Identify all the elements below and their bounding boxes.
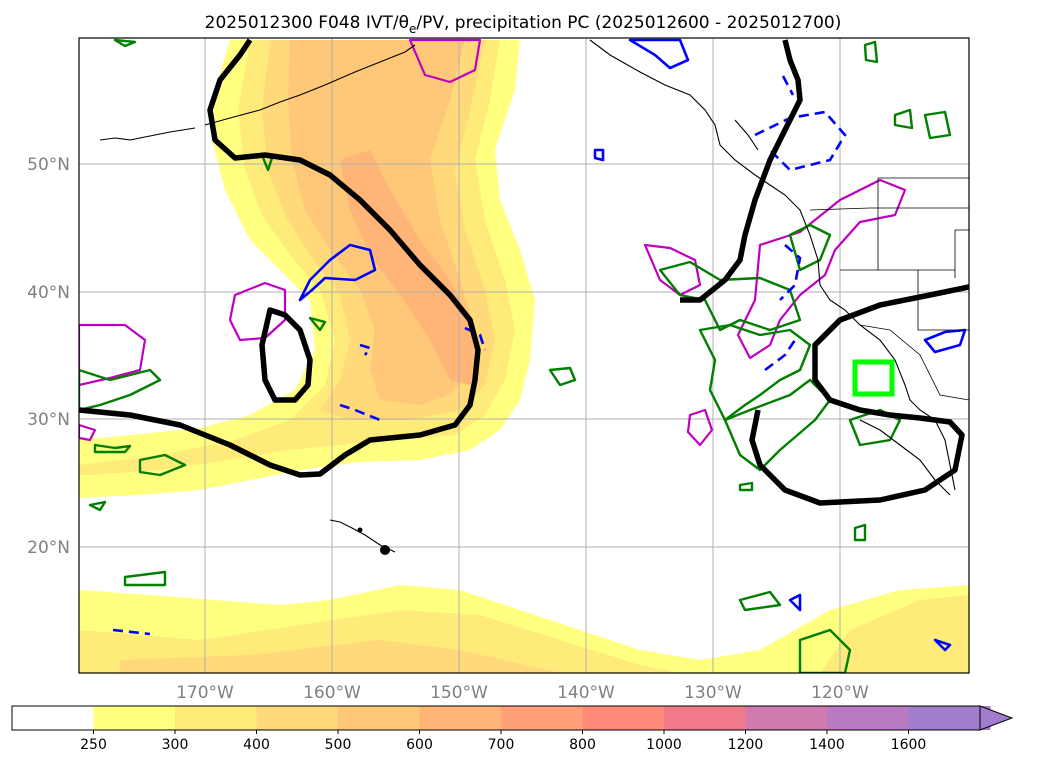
- colorbar-tick-label: 400: [243, 737, 270, 753]
- colorbar-segment: [501, 706, 583, 730]
- colorbar-tick-label: 1600: [891, 737, 927, 753]
- colorbar-tick-label: 300: [162, 737, 189, 753]
- colorbar-segment: [827, 706, 909, 730]
- colorbar-tick-label: 600: [406, 737, 433, 753]
- colorbar-tick-label: 1200: [728, 737, 764, 753]
- target-region-box: [852, 359, 895, 397]
- lat-label: 50°N: [27, 155, 70, 175]
- title-main: 2025012300 F048 IVT/θ: [205, 13, 409, 33]
- lon-label: 170°W: [176, 683, 234, 703]
- colorbar-tick-label: 700: [488, 737, 515, 753]
- ivt-plume: [79, 40, 535, 498]
- colorbar-extend-arrow: [979, 705, 1014, 731]
- colorbar-segment: [256, 706, 339, 730]
- colorbar-tick-label: 1400: [809, 737, 845, 753]
- map-title: 2025012300 F048 IVT/θe/PV, precipitation…: [205, 13, 842, 36]
- map-frame: [78, 37, 970, 674]
- colorbar: 250 300 400 500 600 700 800 1000 1200 1400 1600: [11, 705, 1014, 753]
- colorbar-segment: [664, 706, 746, 730]
- colorbar-segment: [12, 706, 94, 730]
- longitude-labels: 170°W 160°W 150°W 140°W 130°W 120°W: [176, 683, 869, 703]
- lon-label: 150°W: [430, 683, 488, 703]
- precip-pc-regions: [79, 38, 907, 447]
- colorbar-segment: [908, 706, 991, 730]
- title-subscript: e: [409, 22, 416, 36]
- colorbar-tick-label: 800: [569, 737, 596, 753]
- colorbar-outline: [11, 705, 981, 731]
- political-borders: [809, 177, 969, 401]
- colorbar-segment: [93, 706, 176, 730]
- map-content: [79, 38, 969, 673]
- colorbar-segment: [745, 706, 828, 730]
- lat-label: 30°N: [27, 410, 70, 430]
- lat-label: 40°N: [27, 283, 70, 303]
- coastlines: [99, 39, 956, 555]
- colorbar-segment: [419, 706, 502, 730]
- colorbar-tick-label: 500: [325, 737, 352, 753]
- colorbar-tick-label: 250: [80, 737, 107, 753]
- lon-label: 120°W: [811, 683, 869, 703]
- lat-label: 20°N: [27, 538, 70, 558]
- colorbar-segment: [338, 706, 420, 730]
- colorbar-segment: [175, 706, 257, 730]
- lon-label: 160°W: [303, 683, 361, 703]
- title-rest: /PV, precipitation PC (2025012600 - 2025…: [416, 13, 841, 33]
- colorbar-segment: [582, 706, 665, 730]
- latitude-labels: 50°N 40°N 30°N 20°N: [27, 155, 70, 558]
- ivt-southern-band: [79, 585, 969, 673]
- lon-label: 140°W: [557, 683, 615, 703]
- colorbar-tick-label: 1000: [646, 737, 682, 753]
- lon-label: 130°W: [684, 683, 742, 703]
